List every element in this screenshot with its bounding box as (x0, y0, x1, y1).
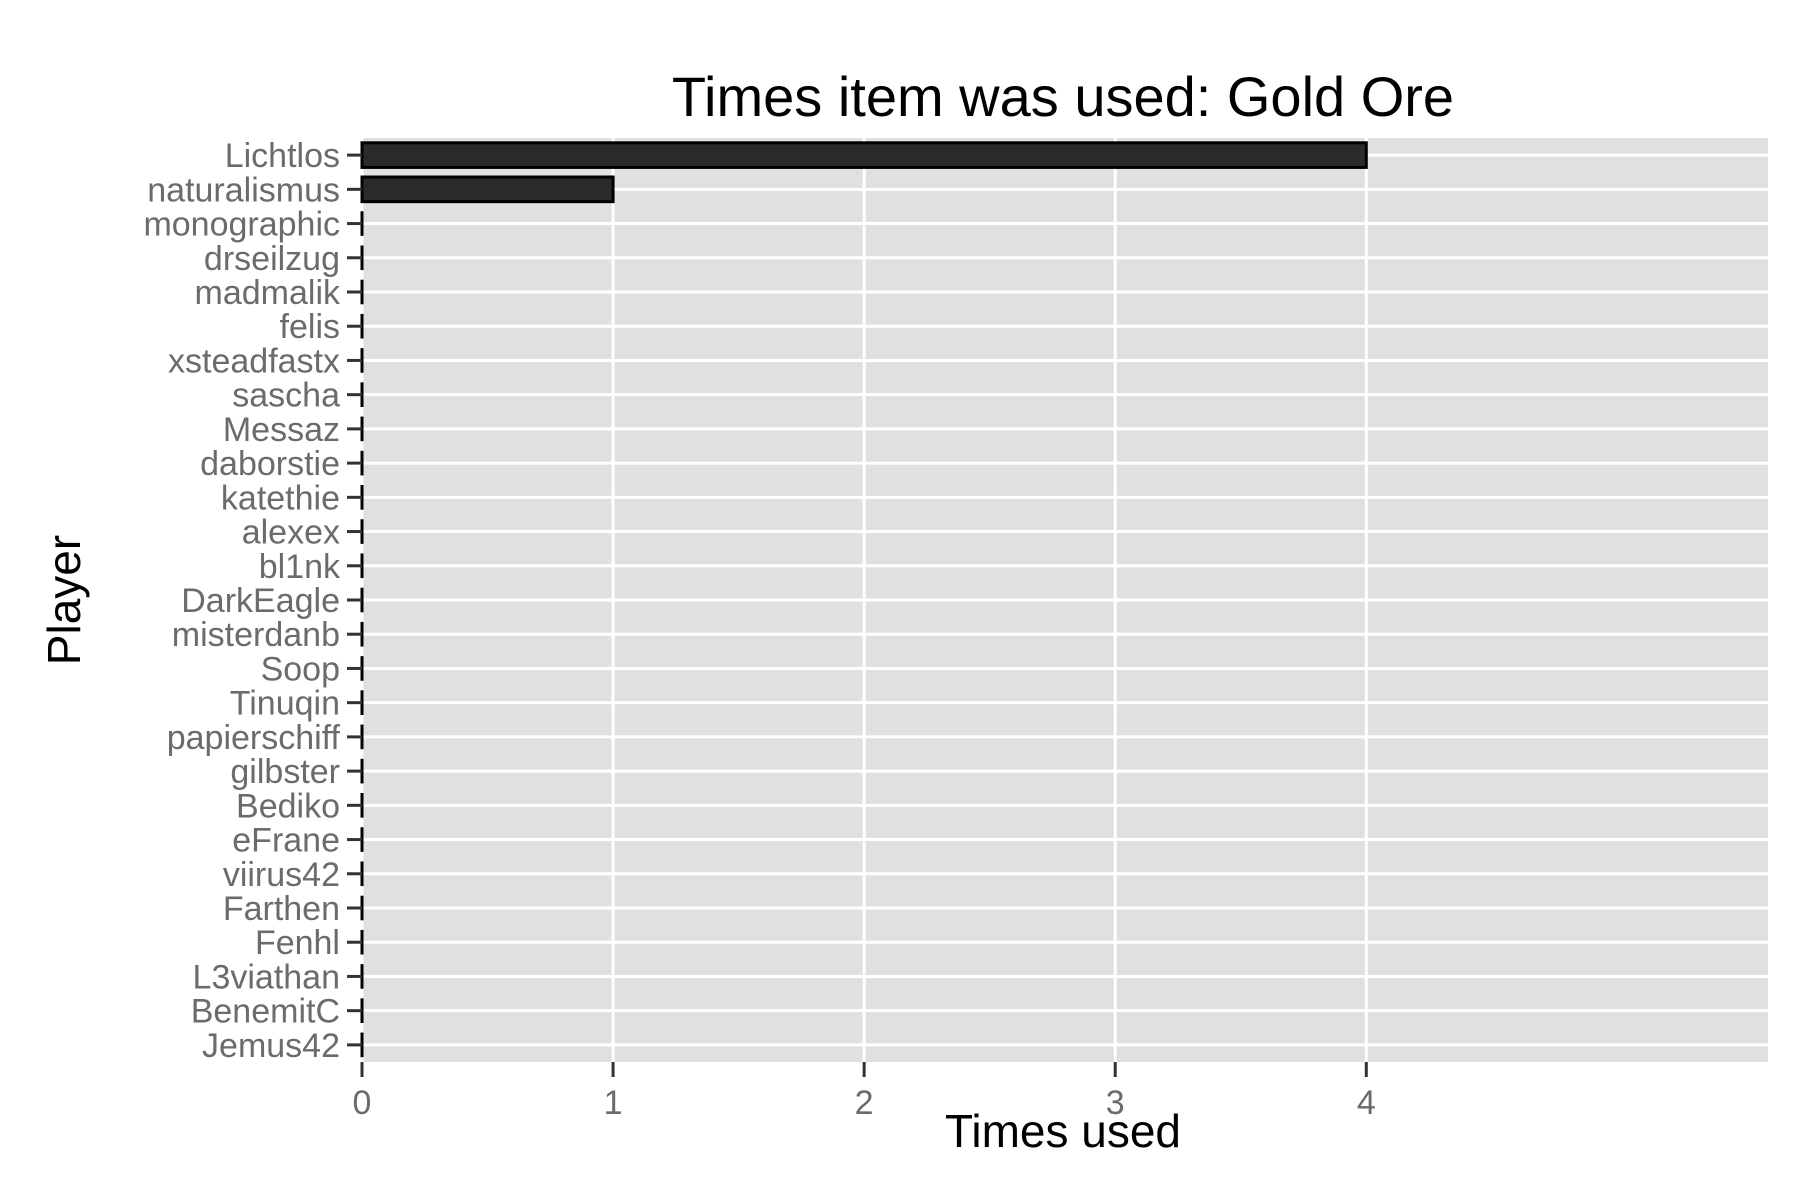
y-tick-label: drseilzug (204, 240, 340, 278)
x-tick-label: 1 (604, 1084, 623, 1122)
y-tick-label: L3viathan (193, 958, 340, 996)
x-axis-ticks: 0 1 2 3 4 (353, 1062, 1376, 1122)
y-tick-label: madmalik (195, 274, 341, 312)
bars (360, 141, 1368, 1058)
y-tick-label: Lichtlos (225, 137, 340, 175)
y-tick-label: daborstie (200, 445, 340, 483)
x-tick-label: 4 (1357, 1084, 1376, 1122)
x-tick-label: 3 (1106, 1084, 1125, 1122)
y-tick-label: Soop (261, 650, 340, 688)
y-axis-title: Player (38, 535, 90, 665)
x-axis-title: Times used (945, 1105, 1181, 1157)
y-gridlines (362, 153, 1768, 1047)
x-tick-label: 2 (855, 1084, 874, 1122)
y-tick-label: Bediko (236, 787, 340, 825)
bar-naturalismus (360, 175, 615, 204)
y-tick-label: katethie (221, 479, 340, 517)
y-tick-label: papierschiff (167, 719, 341, 757)
y-tick-label: Messaz (223, 411, 340, 449)
y-tick-label: monographic (143, 206, 340, 244)
y-tick-label: sascha (232, 377, 340, 415)
y-tick-label: gilbster (230, 753, 340, 791)
y-tick-label: Tinuqin (230, 685, 340, 723)
y-tick-label: felis (280, 308, 340, 346)
y-tick-label: misterdanb (172, 616, 340, 654)
y-tick-label: naturalismus (147, 171, 340, 209)
y-axis-ticks: Lichtlosnaturalismusmonographicdrseilzug… (143, 137, 362, 1065)
y-tick-label: Farthen (223, 890, 340, 928)
y-tick-label: bl1nk (259, 548, 341, 586)
y-tick-label: DarkEagle (181, 582, 340, 620)
y-tick-label: Fenhl (255, 924, 340, 962)
y-tick-label: xsteadfastx (168, 342, 340, 380)
y-tick-label: Jemus42 (202, 1027, 340, 1065)
chart-title: Times item was used: Gold Ore (672, 65, 1454, 128)
bar-Lichtlos (360, 141, 1368, 169)
y-tick-label: eFrane (232, 822, 340, 860)
y-tick-label: BenemitC (191, 993, 340, 1031)
y-tick-label: alexex (242, 514, 340, 552)
y-tick-label: viirus42 (223, 856, 340, 894)
x-tick-label: 0 (353, 1084, 372, 1122)
